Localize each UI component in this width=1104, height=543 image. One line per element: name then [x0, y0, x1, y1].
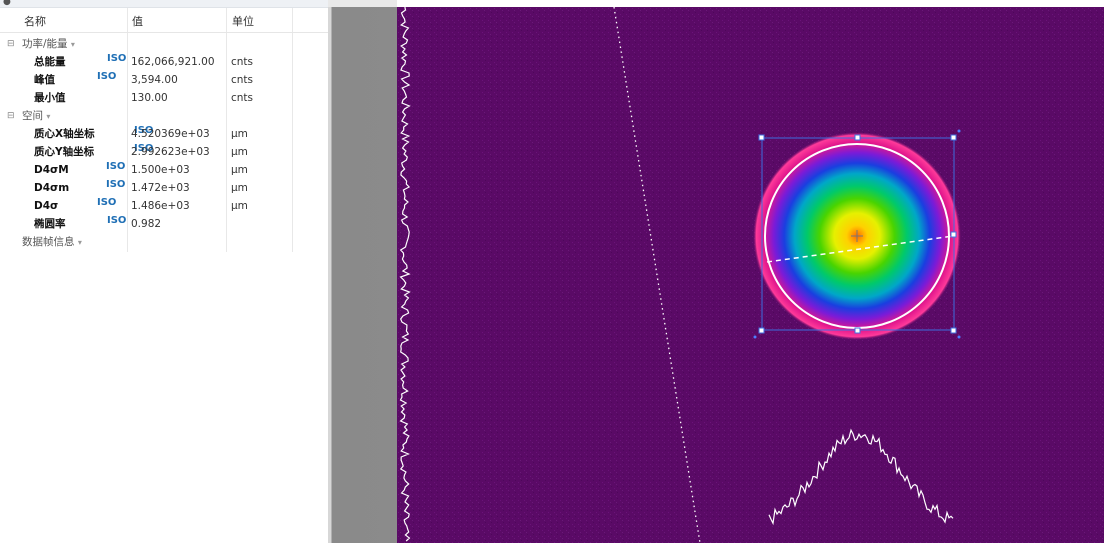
group-row[interactable]: ⊟ 空间 ▾ [0, 107, 328, 125]
vertical-profile-trace [399, 6, 411, 542]
collapse-box-icon[interactable]: ⊟ [7, 39, 15, 49]
table-row[interactable]: 最小值 130.00 cnts [0, 89, 328, 107]
column-divider[interactable] [226, 8, 227, 252]
principal-axis-line [766, 235, 954, 263]
collapse-box-icon[interactable]: ⊟ [7, 111, 15, 121]
property-value: 1.500e+03 [131, 164, 190, 176]
iso-badge[interactable]: ISO [97, 197, 117, 208]
table-row[interactable]: 椭圆率 ISO 0.982 [0, 215, 328, 233]
property-value: 1.472e+03 [131, 182, 190, 194]
dropdown-caret-icon[interactable]: ▾ [46, 112, 51, 121]
group-label: 空间 ▾ [22, 110, 51, 122]
property-value: 2.992623e+03 [131, 146, 210, 158]
iso-badge[interactable]: ISO [107, 215, 127, 226]
column-header-value[interactable]: 值 [132, 15, 143, 28]
centroid-marker [851, 230, 863, 242]
property-unit: μm [231, 182, 248, 194]
property-name: 峰值 [34, 74, 55, 86]
property-name: D4σM [34, 164, 69, 176]
property-value: 3,594.00 [131, 74, 178, 86]
cut-line[interactable] [613, 6, 701, 543]
property-name: 总能量 [34, 56, 66, 68]
results-grid: 名称 值 单位 ⊟ 功率/能量 ▾ 总能量 ISO 162,066,921.00 cnts… [0, 8, 328, 252]
splitter-top-band [328, 0, 397, 7]
property-name: 椭圆率 [34, 218, 66, 230]
grid-header: 名称 值 单位 [0, 8, 328, 33]
property-value: 1.486e+03 [131, 200, 190, 212]
table-row[interactable]: 质心X轴坐标 ISO 4.520369e+03 μm [0, 125, 328, 143]
column-header-unit[interactable]: 单位 [232, 15, 254, 28]
beam-image-canvas[interactable] [397, 0, 1104, 543]
property-value: 162,066,921.00 [131, 56, 215, 68]
property-name: 最小值 [34, 92, 66, 104]
column-header-name[interactable]: 名称 [24, 15, 46, 28]
property-unit: μm [231, 200, 248, 212]
panel-title-bar: ● [0, 0, 328, 8]
table-row[interactable]: 质心Y轴坐标 ISO 2.992623e+03 μm [0, 143, 328, 161]
horizontal-profile-trace [768, 428, 954, 526]
iso-badge[interactable]: ISO [134, 125, 154, 136]
property-name: D4σ [34, 200, 59, 212]
dataframe-info-label: 数据帧信息 ▾ [22, 236, 82, 248]
property-unit: μm [231, 164, 248, 176]
roi-handles[interactable] [758, 134, 957, 334]
property-name: 质心Y轴坐标 [34, 146, 95, 158]
column-divider[interactable] [127, 8, 128, 252]
property-unit: μm [231, 146, 248, 158]
property-unit: μm [231, 128, 248, 140]
table-row[interactable]: D4σM ISO 1.500e+03 μm [0, 161, 328, 179]
property-name: 质心X轴坐标 [34, 128, 95, 140]
property-name: D4σm [34, 182, 70, 194]
table-row[interactable]: 总能量 ISO 162,066,921.00 cnts [0, 53, 328, 71]
viewer-top-band [397, 0, 1104, 7]
iso-badge[interactable]: ISO [106, 179, 126, 190]
sensor-background [397, 7, 1104, 543]
property-value: 130.00 [131, 92, 168, 104]
iso-badge[interactable]: ISO [134, 143, 154, 154]
panel-grip-icon[interactable]: ● [3, 0, 11, 7]
table-row[interactable]: 峰值 ISO 3,594.00 cnts [0, 71, 328, 89]
property-unit: cnts [231, 92, 254, 104]
table-row[interactable]: D4σ ISO 1.486e+03 μm [0, 197, 328, 215]
property-value: 0.982 [131, 218, 162, 230]
dataframe-info-row[interactable]: 数据帧信息 ▾ [0, 233, 328, 251]
iso-badge[interactable]: ISO [106, 161, 126, 172]
properties-panel: ● 名称 值 单位 ⊟ 功率/能量 ▾ 总能量 ISO 162,066,921.00 cn… [0, 0, 328, 543]
panel-splitter[interactable] [328, 0, 397, 543]
iso-badge[interactable]: ISO [97, 71, 117, 82]
column-divider[interactable] [292, 8, 293, 252]
beam-image-viewer[interactable] [397, 0, 1104, 543]
group-row[interactable]: ⊟ 功率/能量 ▾ [0, 35, 328, 53]
iso-badge[interactable]: ISO [107, 53, 127, 64]
property-value: 4.520369e+03 [131, 128, 210, 140]
property-unit: cnts [231, 74, 254, 86]
property-unit: cnts [231, 56, 254, 68]
roi-outer-dots [753, 129, 961, 339]
group-label: 功率/能量 ▾ [22, 38, 75, 50]
dropdown-caret-icon[interactable]: ▾ [70, 40, 75, 49]
table-row[interactable]: D4σm ISO 1.472e+03 μm [0, 179, 328, 197]
dropdown-caret-icon[interactable]: ▾ [77, 238, 82, 247]
